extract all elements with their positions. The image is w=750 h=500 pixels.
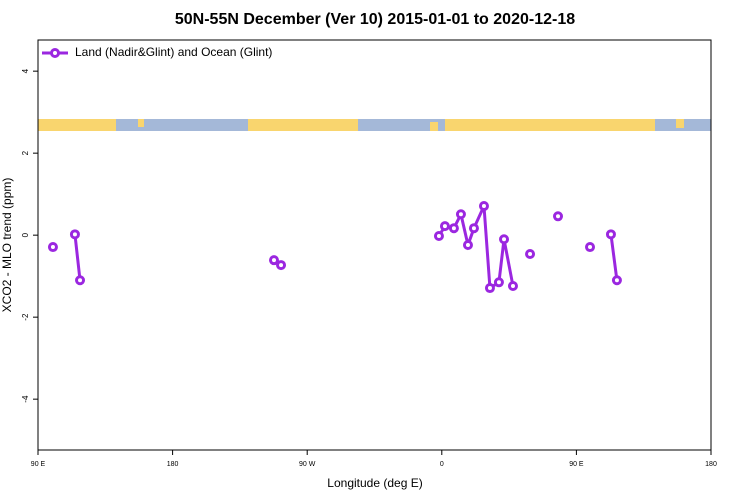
chart-title: 50N-55N December (Ver 10) 2015-01-01 to … — [175, 11, 575, 28]
y-tick-label: 0 — [21, 232, 30, 237]
y-tick-label: -4 — [21, 395, 30, 403]
data-point — [268, 255, 279, 266]
x-tick-label: 90 W — [299, 461, 316, 468]
data-point — [499, 234, 510, 245]
data-point — [69, 229, 80, 240]
legend-label: Land (Nadir&Glint) and Ocean (Glint) — [75, 45, 272, 59]
data-point — [553, 211, 564, 222]
y-tick-label: -2 — [21, 313, 30, 321]
y-tick-label: 4 — [21, 68, 30, 73]
x-tick-label: 180 — [705, 461, 717, 468]
x-tick-label: 0 — [440, 461, 444, 468]
data-point — [47, 242, 58, 253]
data-point — [439, 221, 450, 232]
data-point — [605, 229, 616, 240]
data-point — [462, 240, 473, 250]
x-tick-label: 180 — [167, 461, 179, 468]
data-point — [75, 275, 86, 286]
data-point — [468, 223, 479, 234]
data-point — [493, 277, 504, 288]
series-line — [73, 205, 619, 291]
x-tick-label: 90 E — [569, 461, 584, 468]
plot-frame — [37, 39, 712, 451]
x-axis-label: Longitude (deg E) — [327, 476, 422, 490]
data-point — [585, 242, 596, 253]
data-point — [484, 283, 495, 294]
data-point — [507, 281, 518, 291]
data-point — [611, 275, 622, 286]
data-point — [276, 260, 287, 271]
data-point — [525, 249, 536, 260]
x-tick-label: 90 E — [31, 461, 46, 468]
data-point — [478, 201, 489, 212]
data-point — [455, 209, 466, 220]
y-axis-label: XCO2 - MLO trend (ppm) — [0, 178, 14, 313]
y-tick-label: 2 — [21, 150, 30, 155]
legend-marker — [50, 48, 60, 58]
data-point — [448, 223, 459, 234]
land-ocean-strip — [38, 119, 711, 131]
data-point — [433, 230, 444, 241]
